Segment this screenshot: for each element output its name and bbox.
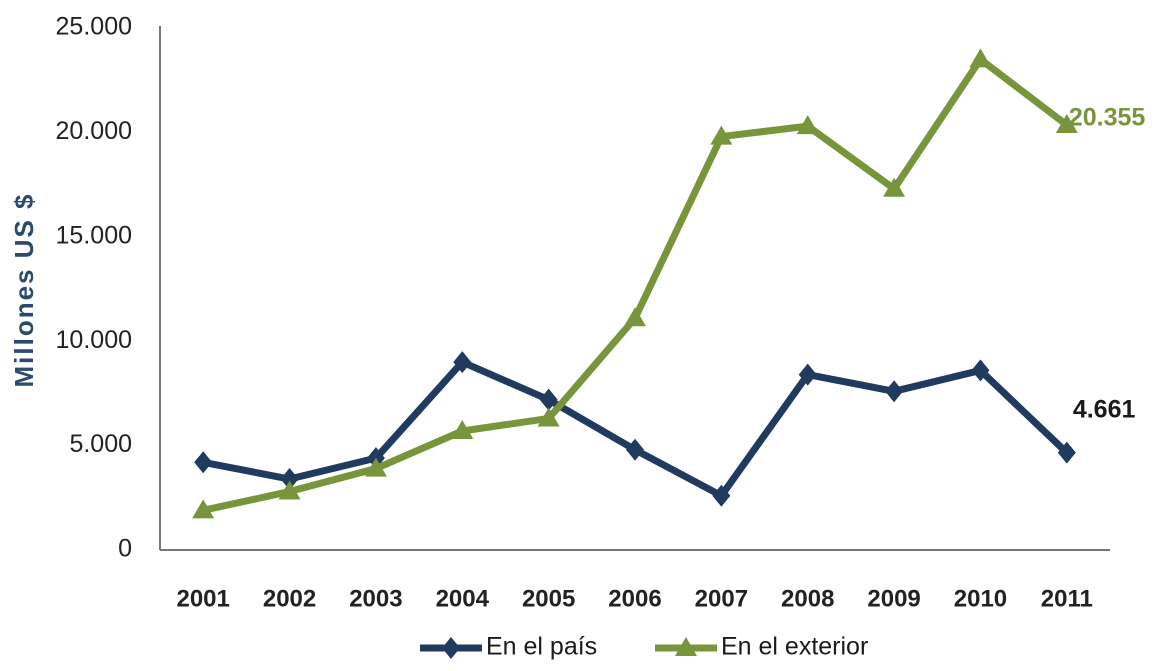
x-tick-label: 2003 [349, 585, 402, 612]
data-point [626, 438, 644, 461]
data-point [710, 125, 733, 145]
data-point [885, 380, 904, 403]
legend-label: En el país [486, 633, 597, 661]
data-label: 20.355 [1069, 104, 1146, 132]
y-tick-label: 5.000 [69, 430, 132, 458]
data-point [1055, 113, 1078, 133]
data-point [883, 177, 906, 197]
data-point [796, 115, 819, 135]
legend-marker [442, 637, 460, 659]
data-label: 4.661 [1073, 395, 1136, 423]
x-tick-label: 2002 [263, 585, 316, 612]
data-point [537, 407, 560, 427]
y-tick-label: 15.000 [56, 221, 132, 249]
x-tick-label: 2009 [867, 585, 920, 612]
data-point [798, 363, 817, 386]
x-tick-label: 2006 [608, 585, 661, 612]
legend-label: En el exterior [721, 633, 868, 661]
y-tick-label: 20.000 [56, 117, 132, 145]
data-point [969, 48, 992, 68]
y-tick-label: 25.000 [56, 13, 132, 41]
data-point [712, 484, 731, 507]
x-tick-label: 2008 [781, 585, 834, 612]
data-point [192, 499, 215, 519]
data-point [278, 480, 301, 500]
y-tick-label: 10.000 [56, 326, 132, 354]
legend-marker [675, 637, 697, 656]
x-tick-label: 2001 [176, 585, 229, 612]
data-point [971, 359, 990, 382]
x-tick-label: 2010 [954, 585, 1007, 612]
data-point [364, 457, 387, 477]
y-axis-label: Millones US $ [9, 192, 39, 387]
data-point [451, 419, 474, 439]
data-point [280, 468, 299, 491]
x-tick-label: 2005 [522, 585, 575, 612]
data-point [194, 451, 213, 474]
data-point [1057, 441, 1076, 464]
x-tick-label: 2011 [1041, 585, 1093, 612]
series-line [202, 358, 1070, 500]
data-point [624, 307, 646, 327]
x-tick-label: 2004 [436, 585, 490, 612]
data-point [539, 388, 558, 411]
data-point [453, 351, 472, 374]
y-tick-label: 0 [118, 535, 132, 563]
x-tick-label: 2007 [695, 585, 748, 612]
